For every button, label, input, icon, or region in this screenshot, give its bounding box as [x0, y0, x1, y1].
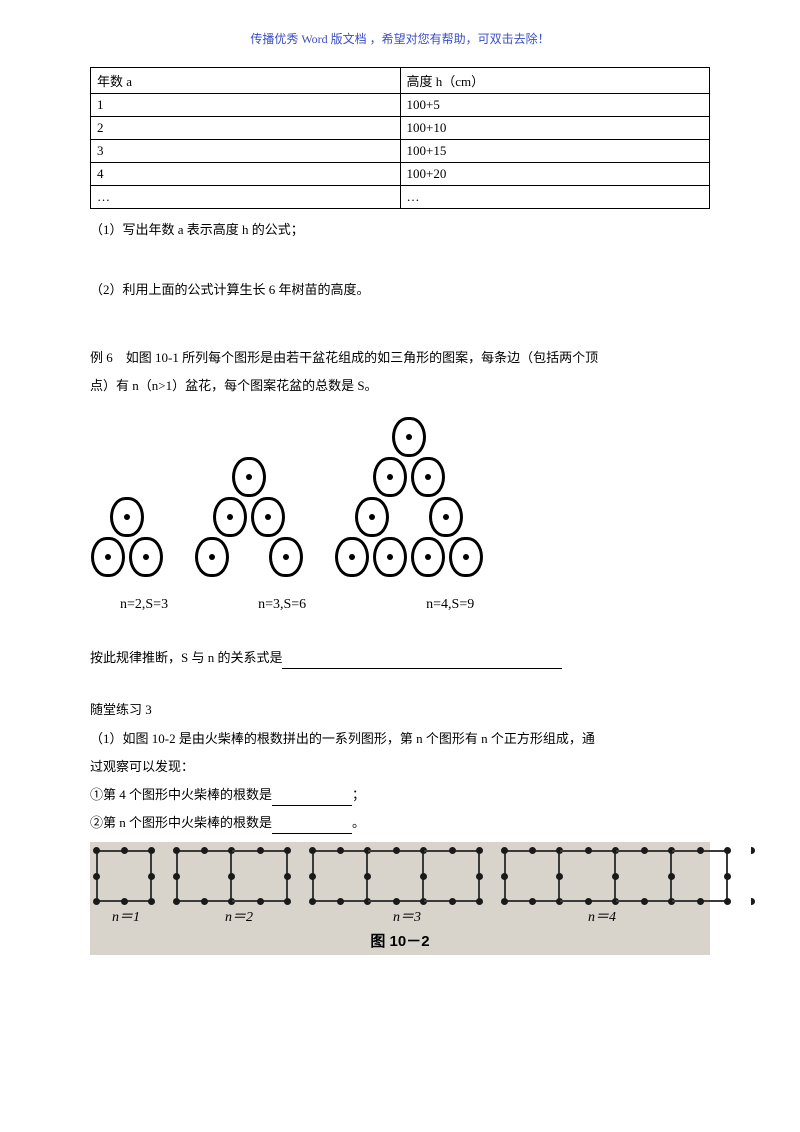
match-group-n1	[96, 850, 152, 902]
rule-question: 按此规律推断，S 与 n 的关系式是	[90, 647, 710, 669]
figure-10-2-caption: 图 10－2	[96, 930, 704, 951]
practice-3-a: ①第 4 个图形中火柴棒的根数是；	[90, 784, 710, 806]
match-group-n4	[504, 850, 728, 902]
example-6-line1: 例 6 如图 10-1 所列每个图形是由若干盆花组成的如三角形的图案，每条边（包…	[90, 347, 710, 369]
fig1-label-n2: n=2,S=3	[120, 597, 168, 613]
answer-blank-a[interactable]	[272, 792, 352, 806]
figure-10-1-labels: n=2,S=3 n=3,S=6 n=4,S=9	[110, 597, 710, 613]
fig1-label-n3: n=3,S=6	[258, 597, 306, 613]
col-header-a: 年数 a	[91, 68, 401, 94]
match-group-n3	[312, 850, 480, 902]
header-note: 传播优秀 Word 版文档 ，希望对您有帮助，可双击去除！	[90, 30, 710, 47]
table-row: 2100+10	[91, 117, 710, 140]
table-row: 3100+15	[91, 140, 710, 163]
answer-blank-b[interactable]	[272, 820, 352, 834]
col-header-h: 高度 h（cm）	[400, 68, 710, 94]
figure-10-2-labels: n＝1 n＝2 n＝3 n＝4	[96, 906, 704, 926]
table-row: ……	[91, 186, 710, 209]
practice-3-title: 随堂练习 3	[90, 699, 710, 721]
fig1-label-n4: n=4,S=9	[426, 597, 474, 613]
table-row: 4100+20	[91, 163, 710, 186]
figure-10-1	[90, 417, 710, 577]
question-1: （1）写出年数 a 表示高度 h 的公式；	[90, 219, 710, 241]
practice-3-line1: （1）如图 10-2 是由火柴棒的根数拼出的一系列图形，第 n 个图形有 n 个…	[90, 728, 710, 750]
table-header-row: 年数 a 高度 h（cm）	[91, 68, 710, 94]
triangle-group-n2	[90, 497, 164, 577]
practice-3-line2: 过观察可以发现：	[90, 756, 710, 778]
answer-blank[interactable]	[282, 655, 562, 669]
triangle-group-n3	[194, 457, 304, 577]
example-6-line2: 点）有 n（n>1）盆花，每个图案花盆的总数是 S。	[90, 375, 710, 397]
data-table: 年数 a 高度 h（cm） 1100+5 2100+10 3100+15 410…	[90, 67, 710, 209]
practice-3-b: ②第 n 个图形中火柴棒的根数是。	[90, 812, 710, 834]
question-2: （2）利用上面的公式计算生长 6 年树苗的高度。	[90, 279, 710, 301]
match-group-n2	[176, 850, 288, 902]
triangle-group-n4	[334, 417, 484, 577]
figure-10-2: n＝1 n＝2 n＝3 n＝4 图 10－2	[90, 842, 710, 955]
table-row: 1100+5	[91, 94, 710, 117]
